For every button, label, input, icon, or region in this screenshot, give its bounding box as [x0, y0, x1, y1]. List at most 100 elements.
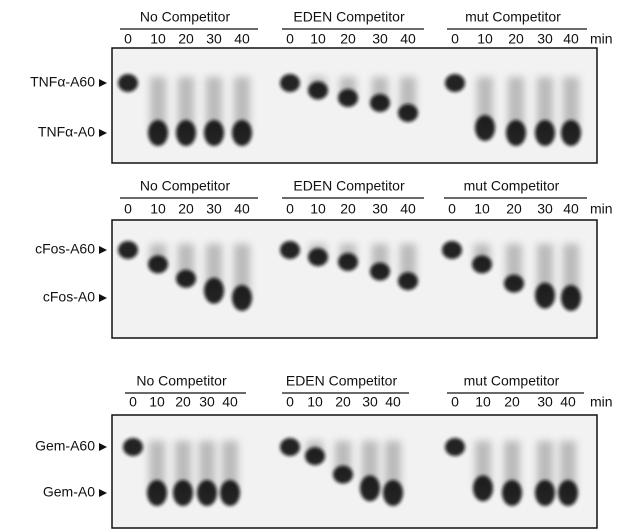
- band: [280, 438, 300, 456]
- lane-label: 0: [451, 394, 459, 410]
- band: [147, 480, 167, 506]
- band: [148, 120, 168, 146]
- lane-label: 0: [124, 201, 132, 217]
- lane-label: 10: [310, 31, 326, 47]
- band: [502, 480, 522, 506]
- marker-arrow: [99, 79, 107, 87]
- marker-label: cFos-A60: [35, 241, 95, 257]
- lane-label: 40: [385, 394, 401, 410]
- lane-label: 0: [286, 201, 294, 217]
- group-title: EDEN Competitor: [293, 178, 405, 194]
- band: [204, 278, 224, 304]
- lane-label: 10: [474, 201, 490, 217]
- lane-label: 30: [372, 201, 388, 217]
- lane-label: 30: [372, 31, 388, 47]
- lane-label: 20: [340, 201, 356, 217]
- band: [473, 475, 493, 501]
- group-title: EDEN Competitor: [286, 373, 398, 389]
- lane-label: 10: [150, 31, 166, 47]
- marker-arrow: [99, 443, 107, 451]
- unit-label: min: [590, 394, 613, 410]
- band: [118, 241, 138, 259]
- marker-arrow: [99, 294, 107, 302]
- band: [506, 120, 526, 146]
- group-title: EDEN Competitor: [293, 9, 405, 25]
- gel-figure: No Competitor 0 10 20 30 40 EDEN Competitor 0 10…: [0, 0, 626, 529]
- band: [176, 120, 196, 146]
- lane-label: 30: [537, 31, 553, 47]
- band: [442, 241, 462, 259]
- lane-label: 40: [400, 31, 416, 47]
- band: [204, 120, 224, 146]
- marker-arrow: [99, 129, 107, 137]
- lane-label: 20: [340, 31, 356, 47]
- lane-label: 30: [206, 201, 222, 217]
- marker-label: Gem-A0: [43, 484, 95, 500]
- lane-label: 20: [508, 31, 524, 47]
- band: [308, 82, 328, 100]
- lane-label: 0: [451, 31, 459, 47]
- lane-label: 40: [234, 201, 250, 217]
- band: [472, 255, 492, 273]
- band: [232, 285, 252, 311]
- unit-label: min: [590, 31, 613, 47]
- lane-label: 10: [307, 394, 323, 410]
- lane-label: 10: [149, 394, 165, 410]
- band: [280, 241, 300, 259]
- band: [535, 480, 555, 506]
- band: [398, 272, 418, 290]
- band: [173, 480, 193, 506]
- band: [398, 104, 418, 122]
- group-title: No Competitor: [140, 178, 231, 194]
- band: [118, 74, 138, 92]
- band: [535, 283, 555, 309]
- band: [232, 120, 252, 146]
- marker-label: cFos-A0: [43, 289, 95, 305]
- lane-label: 40: [563, 201, 579, 217]
- band: [220, 480, 240, 506]
- marker-arrow: [99, 246, 107, 254]
- band: [475, 115, 495, 141]
- lane-label: 0: [286, 394, 294, 410]
- band: [445, 438, 465, 456]
- band: [308, 248, 328, 266]
- marker-label: TNFα-A0: [38, 124, 95, 140]
- band: [383, 480, 403, 506]
- band: [305, 447, 325, 465]
- group-title: No Competitor: [140, 9, 231, 25]
- group-title: mut Competitor: [464, 373, 560, 389]
- band: [561, 285, 581, 311]
- lane-label: 40: [222, 394, 238, 410]
- lane-label: 0: [448, 201, 456, 217]
- band: [148, 255, 168, 273]
- lane-label: 20: [504, 394, 520, 410]
- lane-label: 30: [362, 394, 378, 410]
- lane-label: 20: [178, 201, 194, 217]
- marker-label: TNFα-A60: [30, 74, 95, 90]
- lane-label: 20: [175, 394, 191, 410]
- lane-label: 30: [537, 394, 553, 410]
- lane-label: 30: [206, 31, 222, 47]
- band: [197, 480, 217, 506]
- band: [445, 74, 465, 92]
- lane-label: 20: [506, 201, 522, 217]
- group-title: No Competitor: [136, 373, 227, 389]
- lane-label: 40: [563, 31, 579, 47]
- band: [370, 94, 390, 112]
- lane-label: 10: [475, 394, 491, 410]
- lane-label: 20: [335, 394, 351, 410]
- marker-label: Gem-A60: [35, 438, 95, 454]
- lane-label: 40: [400, 201, 416, 217]
- lane-label: 0: [124, 31, 132, 47]
- band: [123, 438, 143, 456]
- lane-label: 10: [310, 201, 326, 217]
- group-title: mut Competitor: [464, 178, 560, 194]
- band: [338, 89, 358, 107]
- lane-label: 30: [537, 201, 553, 217]
- lane-label: 40: [234, 31, 250, 47]
- lane-label: 0: [286, 31, 294, 47]
- lane-label: 10: [477, 31, 493, 47]
- lane-label: 10: [150, 201, 166, 217]
- band: [176, 270, 196, 288]
- band: [504, 275, 524, 293]
